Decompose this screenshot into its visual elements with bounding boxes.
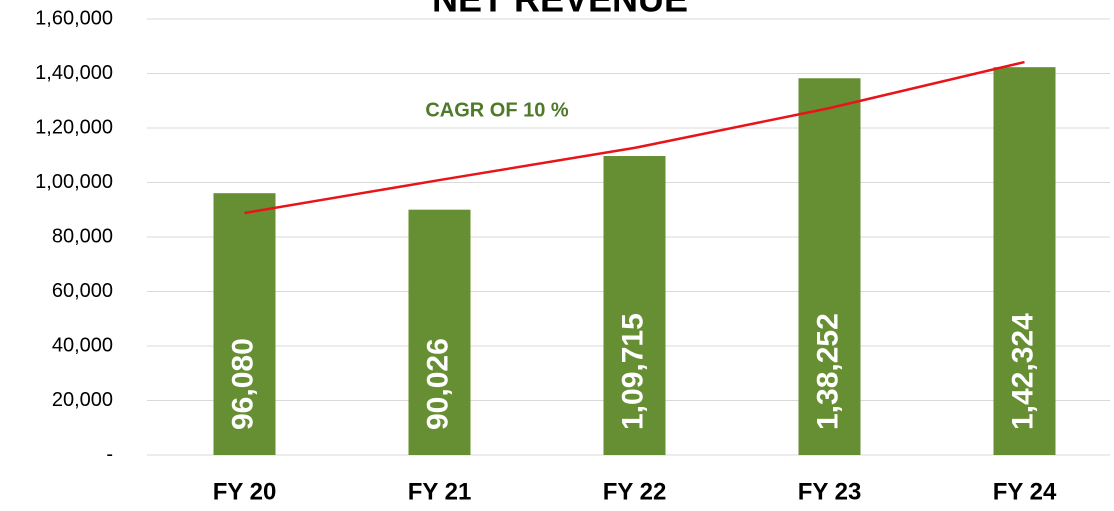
x-tick-label: FY 23	[798, 478, 862, 505]
chart-title: NET REVENUE	[432, 0, 688, 20]
value-label: 1,42,324	[1006, 313, 1039, 430]
bar	[213, 193, 276, 455]
y-tick-label: 1,00,000	[35, 171, 113, 193]
y-tick-label: 60,000	[52, 280, 113, 302]
y-tick-label: 40,000	[52, 334, 113, 356]
y-tick-label: 1,40,000	[35, 62, 113, 84]
y-tick-label: -	[106, 443, 113, 465]
bar	[408, 209, 471, 455]
x-tick-label: FY 20	[213, 478, 277, 505]
value-label: 1,09,715	[616, 313, 649, 430]
y-tick-label: 20,000	[52, 389, 113, 411]
x-tick-label: FY 22	[603, 478, 667, 505]
bar	[798, 78, 861, 455]
bar	[993, 67, 1056, 455]
value-label: 1,38,252	[811, 313, 844, 430]
annotation: CAGR OF 10 %	[425, 99, 569, 121]
y-tick-label: 80,000	[52, 225, 113, 247]
value-label: 96,080	[226, 338, 259, 430]
y-tick-label: 1,60,000	[35, 7, 113, 29]
y-tick-label: 1,20,000	[35, 116, 113, 138]
x-tick-label: FY 24	[993, 478, 1057, 505]
bar	[603, 156, 666, 456]
value-label: 90,026	[421, 338, 454, 430]
trend-line	[244, 60, 1025, 215]
x-tick-label: FY 21	[408, 478, 472, 505]
